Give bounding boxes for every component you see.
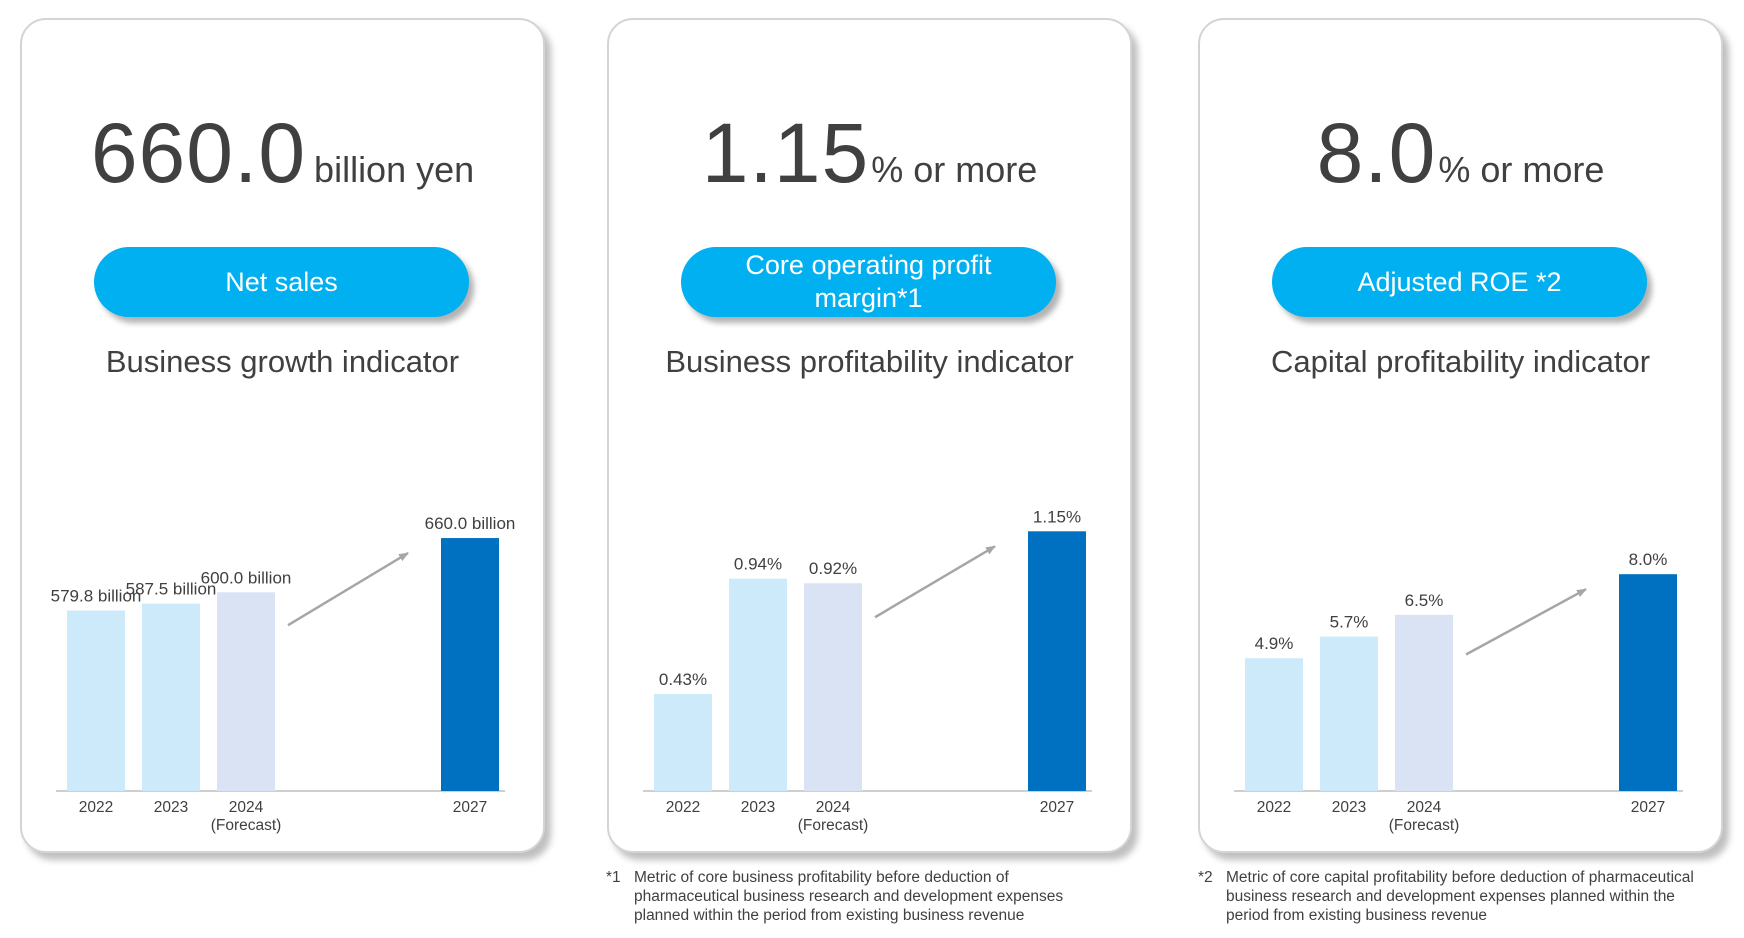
indicator-subtitle: Business profitability indicator [665, 344, 1074, 379]
adjusted-roe-card: 8.0% or more Adjusted ROE *2 Capital pro… [1198, 18, 1723, 853]
pill-label: Adjusted ROE *2 [1357, 266, 1562, 297]
adjusted-roe-chart: 4.9% 2022 5.7% 2023 6.5% 2024(Forecast) 8.0% 20… [1234, 550, 1683, 834]
tick-label-2023: 2023 [741, 799, 775, 816]
indicator-pill: Adjusted ROE *2 [1272, 247, 1647, 317]
pill-label: Core operating profit margin*1 [745, 250, 992, 313]
tick-label-2024: 2024 [229, 799, 264, 816]
tick-sublabel-2024: (Forecast) [798, 817, 869, 834]
data-label-2022: 0.43% [659, 670, 707, 689]
indicator-subtitle: Capital profitability indicator [1270, 344, 1651, 379]
footnote-text: Metric of core capital profitability bef… [1226, 869, 1694, 924]
trend-arrow [287, 551, 409, 627]
tick-label-2024: 2024 [816, 799, 851, 816]
data-label-2023: 587.5 billion [126, 580, 217, 599]
pill-label: Net sales [225, 266, 338, 297]
tick-label-2024: 2024 [1407, 799, 1442, 816]
trend-arrow [874, 545, 996, 619]
bar-2023 [142, 603, 200, 791]
net-sales-card: 660.0 billion yen Net sales Business grow… [20, 18, 545, 853]
headline-unit: % or more [1438, 149, 1605, 190]
headline-unit: billion yen [314, 149, 475, 190]
tick-sublabel-2024: (Forecast) [211, 817, 282, 834]
data-label-2023: 0.94% [734, 555, 782, 574]
headline-value: 660.0 billion yen [22, 105, 543, 202]
headline-value: 8.0% or more [1200, 105, 1721, 202]
bar-2024 [1395, 614, 1453, 791]
data-label-2024: 6.5% [1405, 591, 1444, 610]
footnote-mark: *1 [606, 869, 621, 886]
indicator-subtitle: Business growth indicator [105, 344, 460, 379]
headline-unit: % or more [871, 149, 1038, 190]
headline-number: 1.15 [701, 106, 870, 200]
data-label-2024: 0.92% [809, 559, 857, 578]
data-label-2027: 660.0 billion [425, 514, 516, 533]
bar-2023 [729, 578, 787, 791]
data-label-2022: 579.8 billion [51, 587, 142, 606]
headline-value: 1.15% or more [609, 105, 1130, 202]
tick-label-2027: 2027 [1040, 799, 1074, 816]
footnote-mark: *2 [1198, 869, 1213, 886]
data-label-2023: 5.7% [1330, 613, 1369, 632]
tick-label-2022: 2022 [79, 799, 113, 816]
bar-2023 [1320, 636, 1378, 791]
tick-label-2023: 2023 [1332, 799, 1366, 816]
tick-label-2023: 2023 [154, 799, 188, 816]
data-label-2027: 1.15% [1033, 507, 1081, 526]
headline-number: 660.0 [90, 106, 307, 200]
headline-number: 8.0 [1316, 106, 1437, 200]
bar-2024 [217, 592, 275, 791]
data-label-2024: 600.0 billion [201, 568, 292, 587]
bar-2027 [1619, 574, 1677, 791]
bar-2024 [804, 583, 862, 791]
bar-2027 [1028, 531, 1086, 791]
core-operating-margin-chart: 0.43% 2022 0.94% 2023 0.92% 2024(Forecast) 1.1… [643, 507, 1092, 834]
bar-2022 [1245, 658, 1303, 791]
tick-sublabel-2024: (Forecast) [1389, 817, 1460, 834]
tick-label-2022: 2022 [666, 799, 700, 816]
core-operating-margin-card: 1.15% or more Core operating profit marg… [607, 18, 1132, 853]
tick-label-2027: 2027 [453, 799, 487, 816]
footnote-text: Metric of core business profitability be… [634, 869, 1064, 924]
data-label-2022: 4.9% [1255, 634, 1294, 653]
bar-2022 [654, 693, 712, 791]
data-label-2027: 8.0% [1629, 550, 1668, 569]
tick-label-2022: 2022 [1257, 799, 1291, 816]
trend-arrow [1465, 588, 1587, 656]
indicator-pill: Net sales [94, 247, 469, 317]
bar-2022 [67, 610, 125, 791]
bar-2027 [441, 538, 499, 791]
tick-label-2027: 2027 [1631, 799, 1665, 816]
indicator-pill: Core operating profit margin*1 [681, 247, 1056, 317]
net-sales-chart: 579.8 billion 2022 587.5 billion 2023 600.0 … [51, 514, 516, 834]
